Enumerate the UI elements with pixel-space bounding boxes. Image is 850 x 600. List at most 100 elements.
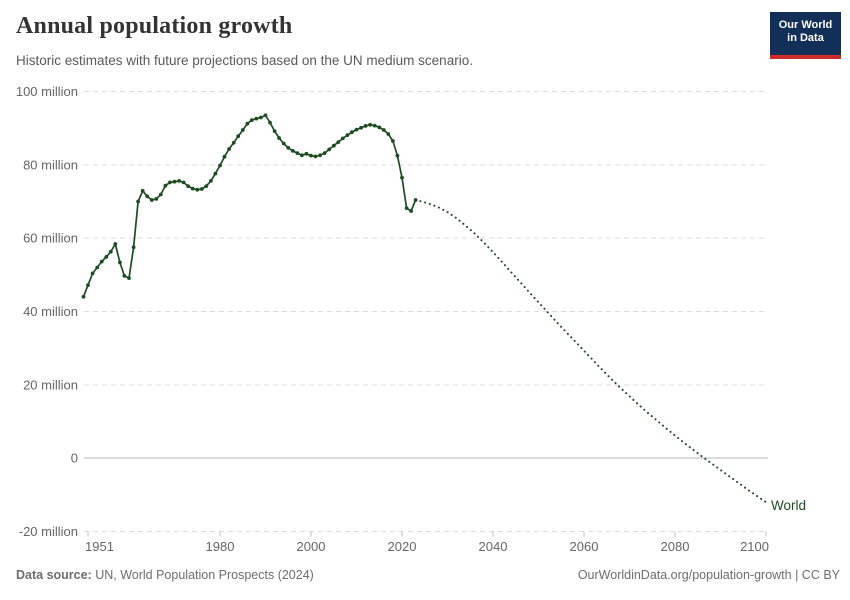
attribution-link[interactable]: OurWorldinData.org/population-growth | C… (577, 568, 840, 582)
data-point-marker[interactable] (354, 127, 359, 132)
data-point-marker[interactable] (195, 187, 200, 192)
data-source: Data source: UN, World Population Prospe… (16, 568, 314, 582)
data-point-marker[interactable] (222, 154, 227, 159)
x-axis-label: 2060 (570, 539, 599, 554)
data-point-marker[interactable] (281, 141, 286, 146)
data-point-marker[interactable] (359, 125, 363, 130)
data-point-marker[interactable] (368, 122, 372, 127)
data-point-marker[interactable] (204, 184, 209, 189)
owid-logo[interactable]: Our World in Data (770, 12, 841, 59)
data-point-marker[interactable] (277, 136, 281, 140)
owid-logo-line2: in Data (787, 32, 824, 44)
projection-line-world[interactable] (414, 199, 767, 504)
data-point-marker[interactable] (295, 151, 300, 156)
data-point-marker[interactable] (213, 171, 218, 176)
data-point-marker[interactable] (231, 140, 236, 145)
data-point-marker[interactable] (249, 118, 254, 122)
data-point-marker[interactable] (377, 125, 382, 130)
data-point-marker[interactable] (404, 206, 409, 211)
data-point-marker[interactable] (340, 136, 345, 141)
x-axis-label: 1980 (206, 539, 235, 554)
data-point-marker[interactable] (245, 121, 250, 126)
data-point-marker[interactable] (209, 179, 213, 183)
data-point-marker[interactable] (350, 130, 354, 135)
data-point-marker[interactable] (345, 133, 350, 138)
data-point-marker[interactable] (395, 153, 400, 158)
data-point-marker[interactable] (386, 132, 391, 136)
x-axis-label: 2040 (479, 539, 508, 554)
data-point-marker[interactable] (199, 187, 204, 191)
data-point-marker[interactable] (118, 260, 122, 265)
data-point-marker[interactable] (381, 128, 386, 132)
y-axis-label: -20 million (19, 524, 78, 539)
data-point-marker[interactable] (186, 184, 191, 189)
y-axis-label: 80 million (23, 157, 78, 172)
historic-line-world[interactable] (82, 114, 417, 298)
data-point-marker[interactable] (158, 192, 163, 197)
data-source-text: UN, World Population Prospects (2024) (91, 568, 314, 582)
chart-footer: Data source: UN, World Population Prospe… (16, 568, 840, 582)
data-point-marker[interactable] (322, 151, 327, 156)
data-point-marker[interactable] (122, 274, 127, 278)
owid-logo-accent-bar (770, 55, 841, 59)
data-point-marker[interactable] (95, 265, 100, 270)
x-axis-label: 2000 (297, 539, 326, 554)
data-point-marker[interactable] (290, 149, 295, 153)
data-point-marker[interactable] (259, 115, 263, 120)
data-point-marker[interactable] (227, 147, 232, 151)
data-point-marker[interactable] (336, 140, 341, 145)
data-source-label: Data source: (16, 568, 92, 582)
data-point-marker[interactable] (263, 113, 268, 118)
data-point-marker[interactable] (86, 283, 90, 287)
data-point-marker[interactable] (168, 180, 172, 185)
data-point-marker[interactable] (304, 151, 309, 156)
data-point-marker[interactable] (99, 259, 104, 264)
y-axis-label: 40 million (23, 304, 78, 319)
series-label-world: World (771, 498, 806, 513)
data-point-marker[interactable] (268, 120, 272, 125)
data-point-marker[interactable] (136, 199, 141, 204)
data-point-marker[interactable] (331, 143, 336, 148)
data-point-marker[interactable] (154, 197, 159, 201)
data-point-marker[interactable] (372, 123, 377, 128)
data-point-marker[interactable] (309, 153, 313, 158)
data-point-marker[interactable] (391, 139, 395, 143)
data-point-marker[interactable] (131, 245, 136, 250)
data-point-marker[interactable] (181, 180, 186, 185)
data-point-marker[interactable] (300, 153, 304, 158)
data-point-marker[interactable] (254, 116, 259, 121)
data-point-marker[interactable] (286, 146, 291, 150)
data-point-marker[interactable] (140, 188, 145, 193)
data-point-marker[interactable] (236, 134, 241, 139)
x-axis-label: 1951 (85, 539, 114, 554)
data-point-marker[interactable] (409, 209, 413, 213)
data-point-marker[interactable] (400, 175, 404, 180)
data-point-marker[interactable] (318, 153, 322, 158)
owid-logo-line1: Our World (778, 19, 833, 31)
page-title: Annual population growth (16, 13, 293, 39)
data-point-marker[interactable] (327, 147, 332, 152)
data-point-marker[interactable] (149, 198, 154, 202)
data-point-marker[interactable] (90, 271, 95, 276)
data-point-marker[interactable] (163, 183, 168, 188)
data-point-marker[interactable] (313, 154, 318, 159)
data-point-marker[interactable] (104, 255, 109, 259)
data-point-marker[interactable] (108, 249, 113, 254)
data-point-marker[interactable] (177, 179, 182, 183)
y-axis-label: 0 (71, 451, 78, 466)
data-point-marker[interactable] (272, 129, 277, 134)
data-point-marker[interactable] (240, 128, 245, 132)
data-point-marker[interactable] (127, 276, 131, 280)
y-axis-label: 60 million (23, 231, 78, 246)
data-point-marker[interactable] (363, 124, 368, 128)
data-point-marker[interactable] (413, 198, 418, 202)
data-point-marker[interactable] (113, 242, 118, 246)
x-axis-label: 2020 (388, 539, 417, 554)
data-point-marker[interactable] (190, 186, 195, 191)
data-point-marker[interactable] (172, 179, 177, 184)
data-point-marker[interactable] (218, 163, 222, 168)
data-point-marker[interactable] (145, 194, 150, 199)
data-point-marker[interactable] (81, 294, 86, 299)
